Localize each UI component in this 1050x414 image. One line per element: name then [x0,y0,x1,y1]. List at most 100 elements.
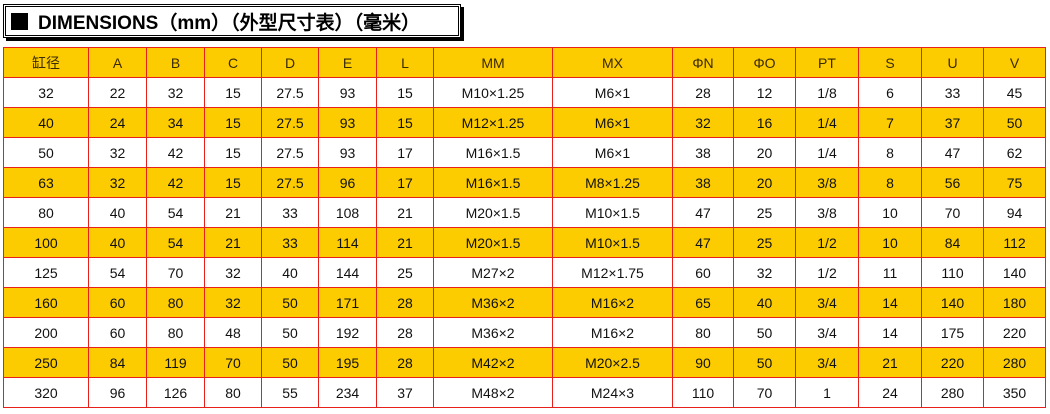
table-cell: M16×2 [552,287,673,318]
table-cell: 200 [3,317,89,348]
table-cell: 40 [88,197,147,228]
table-cell: M10×1.25 [433,77,553,108]
table-cell: 80 [146,317,205,348]
table-cell: 84 [88,347,147,378]
table-cell: 84 [921,227,984,258]
table-cell: 70 [733,377,796,408]
column-header: E [318,47,377,78]
table-cell: 3/8 [795,167,859,198]
table-cell: 48 [204,317,262,348]
table-cell: 3/4 [795,287,859,318]
table-cell: 28 [672,77,734,108]
column-header: C [204,47,262,78]
table-cell: 38 [672,167,734,198]
table-cell: 280 [921,377,984,408]
table-row: 63 32 42 15 27.5 96 17 M16×1.5 M8×1.25 38 20 3/8 8 56… [3,167,1046,198]
table-cell: 33 [261,197,319,228]
table-cell: 93 [318,107,377,138]
table-cell: 40 [733,287,796,318]
table-cell: 32 [146,77,205,108]
table-cell: 15 [204,77,262,108]
table-cell: 33 [921,77,984,108]
table-cell: 20 [733,137,796,168]
table-cell: M6×1 [552,137,673,168]
table-cell: 65 [672,287,734,318]
table-cell: 96 [318,167,377,198]
table-cell: 32 [204,287,262,318]
table-cell: 350 [983,377,1046,408]
column-header: V [983,47,1046,78]
table-cell: M20×1.5 [433,197,553,228]
table-cell: 56 [921,167,984,198]
table-cell: 8 [858,167,922,198]
table-cell: 1/2 [795,257,859,288]
table-cell: 1/2 [795,227,859,258]
table-cell: 80 [146,287,205,318]
table-cell: 50 [261,347,319,378]
table-cell: 7 [858,107,922,138]
table-cell: 93 [318,77,377,108]
table-cell: 250 [3,347,89,378]
table-cell: 6 [858,77,922,108]
table-row: 160 60 80 32 50 171 28 M36×2 M16×2 65 40 3/4 14 140 18… [3,287,1046,318]
table-cell: 280 [983,347,1046,378]
table-cell: 171 [318,287,377,318]
column-header: A [88,47,147,78]
table-cell: 40 [261,257,319,288]
table-cell: 60 [672,257,734,288]
table-cell: 320 [3,377,89,408]
table-cell: 33 [261,227,319,258]
table-cell: 1/8 [795,77,859,108]
table-cell: 10 [858,227,922,258]
table-cell: 125 [3,257,89,288]
column-header: D [261,47,319,78]
table-row: 80 40 54 21 33 108 21 M20×1.5 M10×1.5 47 25 3/8 10 70… [3,197,1046,228]
table-cell: 15 [376,107,434,138]
table-cell: M27×2 [433,257,553,288]
table-cell: 54 [146,227,205,258]
table-cell: 126 [146,377,205,408]
table-cell: 80 [3,197,89,228]
table-cell: 17 [376,137,434,168]
table-cell: 28 [376,347,434,378]
table-cell: 38 [672,137,734,168]
black-square-icon [11,12,28,30]
column-header: 缸径 [3,47,89,78]
table-cell: 27.5 [261,137,319,168]
table-cell: 47 [672,227,734,258]
table-cell: 10 [858,197,922,228]
table-cell: 16 [733,107,796,138]
table-cell: 47 [672,197,734,228]
table-cell: 110 [672,377,734,408]
table-cell: 108 [318,197,377,228]
table-cell: 50 [983,107,1046,138]
table-cell: 96 [88,377,147,408]
table-cell: 28 [376,287,434,318]
table-cell: M12×1.75 [552,257,673,288]
table-cell: 50 [733,317,796,348]
section-title: DIMENSIONS（mm）（外型尺寸表）（毫米） [3,4,461,38]
table-cell: 140 [921,287,984,318]
table-cell: 40 [3,107,89,138]
table-cell: 14 [858,317,922,348]
table-cell: 32 [88,167,147,198]
column-header: ΦO [733,47,796,78]
table-cell: 21 [858,347,922,378]
table-row: 200 60 80 48 50 192 28 M36×2 M16×2 80 50 3/4 14 175 22… [3,317,1046,348]
table-cell: 220 [921,347,984,378]
table-cell: 62 [983,137,1046,168]
table-row: 250 84 119 70 50 195 28 M42×2 M20×2.5 90 50 3/4 21 22… [3,347,1046,378]
table-cell: M6×1 [552,77,673,108]
table-cell: M6×1 [552,107,673,138]
table-cell: 175 [921,317,984,348]
table-cell: 21 [204,197,262,228]
table-cell: 22 [88,77,147,108]
table-cell: M48×2 [433,377,553,408]
table-cell: 63 [3,167,89,198]
table-cell: 37 [921,107,984,138]
table-cell: 55 [261,377,319,408]
column-header: PT [795,47,859,78]
column-header: MX [552,47,673,78]
table-cell: 25 [733,227,796,258]
table-cell: 119 [146,347,205,378]
